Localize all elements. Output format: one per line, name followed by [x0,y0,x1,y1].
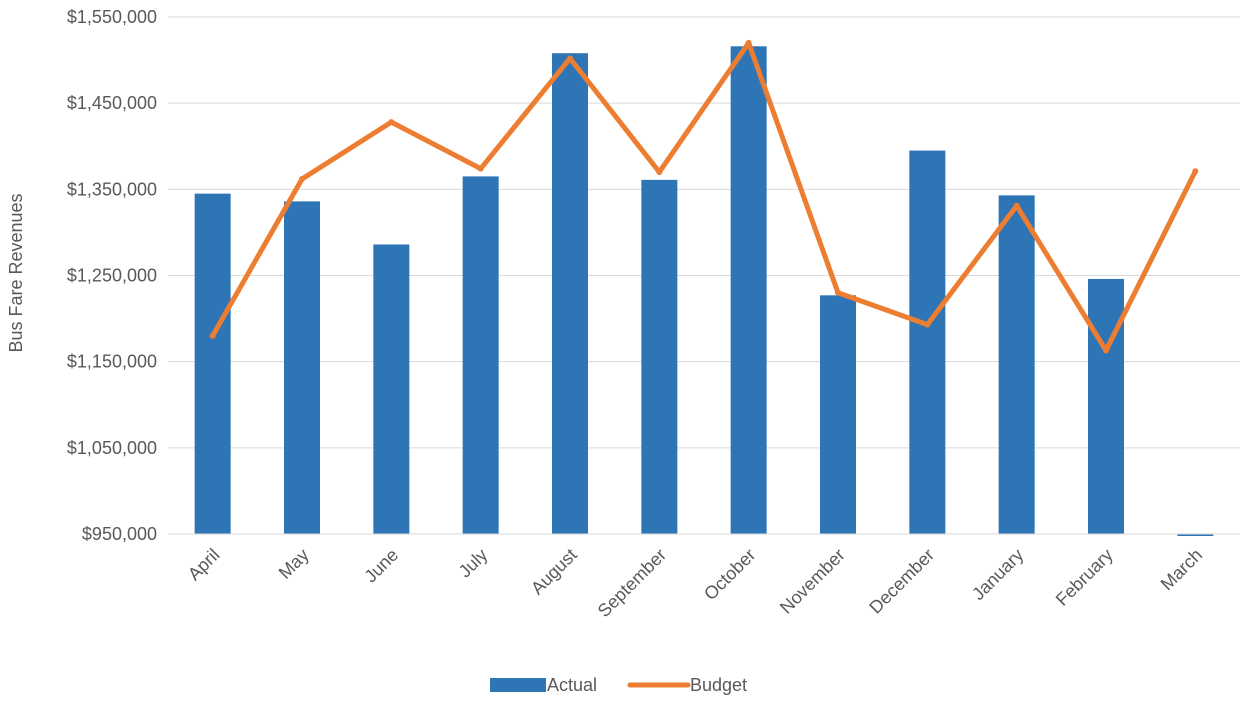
budget-line[interactable] [210,40,1198,353]
x-tick-label: May [275,545,313,583]
budget-point-june[interactable] [388,119,395,126]
bar-actual-december[interactable] [909,150,946,534]
legend-swatch-actual [490,678,546,692]
x-tick-label: September [594,545,670,621]
budget-point-january[interactable] [1013,202,1020,209]
y-tick-label: $950,000 [82,524,157,544]
x-tick-label: February [1052,545,1117,610]
y-tick-label: $1,550,000 [67,7,157,27]
bar-actual-july[interactable] [462,176,499,535]
legend-item-actual[interactable]: Actual [490,675,597,695]
legend-label-actual: Actual [547,675,597,695]
x-tick-label: April [184,545,224,585]
budget-point-october[interactable] [745,39,752,46]
bar-actual-february[interactable] [1088,278,1124,534]
x-tick-label: November [776,545,849,618]
x-axis-tick-labels: April May June July August September October No… [184,545,1206,621]
bar-actual-may[interactable] [284,201,320,534]
legend-label-budget: Budget [690,675,747,695]
x-tick-label: March [1157,545,1207,595]
budget-point-august[interactable] [567,55,573,62]
actual-bars [194,46,1214,536]
y-axis-title: Bus Fare Revenues [6,193,26,352]
bar-actual-april[interactable] [194,193,231,534]
y-tick-label: $1,250,000 [67,266,157,286]
bar-actual-september[interactable] [641,179,678,535]
y-tick-label: $1,450,000 [67,93,157,113]
x-tick-label: January [968,545,1027,604]
bar-actual-january[interactable] [998,195,1035,535]
x-tick-label: December [865,545,938,618]
budget-point-july[interactable] [477,165,484,172]
budget-point-february[interactable] [1103,347,1109,354]
x-tick-label: July [455,545,492,582]
x-tick-label: August [527,545,581,599]
budget-point-december[interactable] [924,321,931,328]
legend: Actual Budget [490,675,747,695]
y-axis-tick-labels: $950,000 $1,050,000 $1,150,000 $1,250,000 $1… [67,7,157,544]
y-tick-label: $1,050,000 [67,438,157,458]
budget-point-may[interactable] [299,175,305,182]
x-tick-label: June [360,545,402,587]
bar-actual-june[interactable] [373,244,410,535]
legend-item-budget[interactable]: Budget [627,675,747,695]
bar-actual-october[interactable] [730,46,767,535]
budget-point-september[interactable] [656,169,663,176]
bar-actual-march[interactable] [1177,534,1214,536]
y-tick-label: $1,150,000 [67,352,157,372]
gridlines [168,16,1240,535]
bar-actual-november[interactable] [820,295,856,534]
budget-point-april[interactable] [209,332,216,339]
budget-point-november[interactable] [835,289,841,296]
bar-actual-august[interactable] [552,53,588,534]
budget-line-layer [209,39,1199,354]
budget-point-march[interactable] [1192,168,1199,175]
y-tick-label: $1,350,000 [67,179,157,199]
x-tick-label: October [700,545,759,604]
